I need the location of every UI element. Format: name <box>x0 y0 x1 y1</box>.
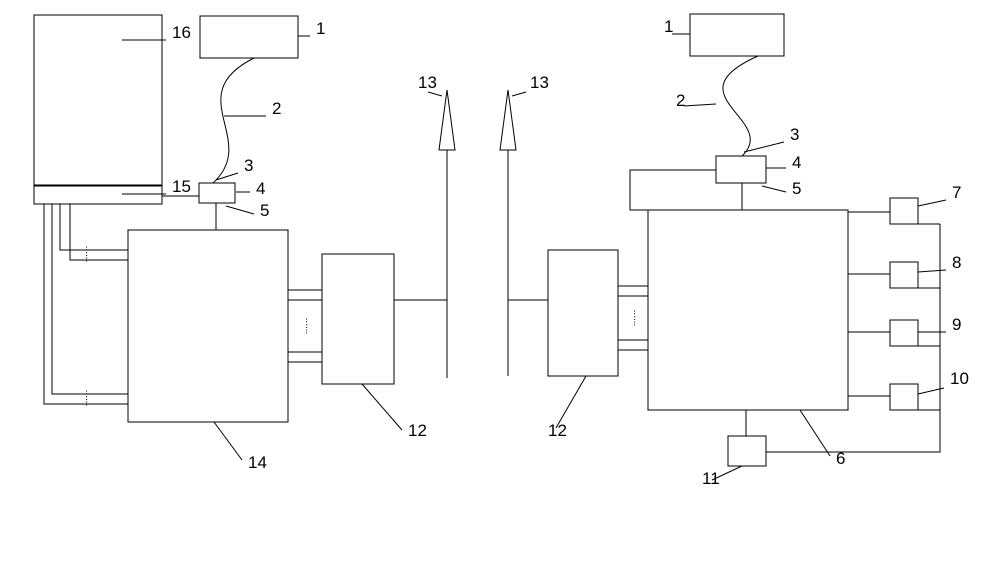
ellipsis-3: ...... <box>631 310 642 327</box>
label-9: 9 <box>952 315 961 334</box>
label-13R: 13 <box>530 73 549 92</box>
label-3L: 3 <box>244 156 253 175</box>
label-1R: 1 <box>664 17 673 36</box>
label-5R: 5 <box>792 179 801 198</box>
label-12L: 12 <box>408 421 427 440</box>
ellipsis-1: ...... <box>83 390 94 407</box>
label-10: 10 <box>950 369 969 388</box>
label-15: 15 <box>172 177 191 196</box>
label-2R: 2 <box>676 91 685 110</box>
label-2L: 2 <box>272 99 281 118</box>
label-5L: 5 <box>260 201 269 220</box>
block-diagram: ........................6789101114151612… <box>0 0 1000 569</box>
canvas-bg <box>0 0 1000 569</box>
label-7: 7 <box>952 183 961 202</box>
label-4R: 4 <box>792 153 801 172</box>
label-14: 14 <box>248 453 267 472</box>
ellipsis-2: ...... <box>303 318 314 335</box>
label-11: 11 <box>702 469 720 488</box>
label-1L: 1 <box>316 19 325 38</box>
label-16: 16 <box>172 23 191 42</box>
label-6: 6 <box>836 449 845 468</box>
label-8: 8 <box>952 253 961 272</box>
label-4L: 4 <box>256 179 265 198</box>
label-13L: 13 <box>418 73 437 92</box>
label-3R: 3 <box>790 125 799 144</box>
label-12R: 12 <box>548 421 567 440</box>
ellipsis-0: ...... <box>83 246 94 263</box>
